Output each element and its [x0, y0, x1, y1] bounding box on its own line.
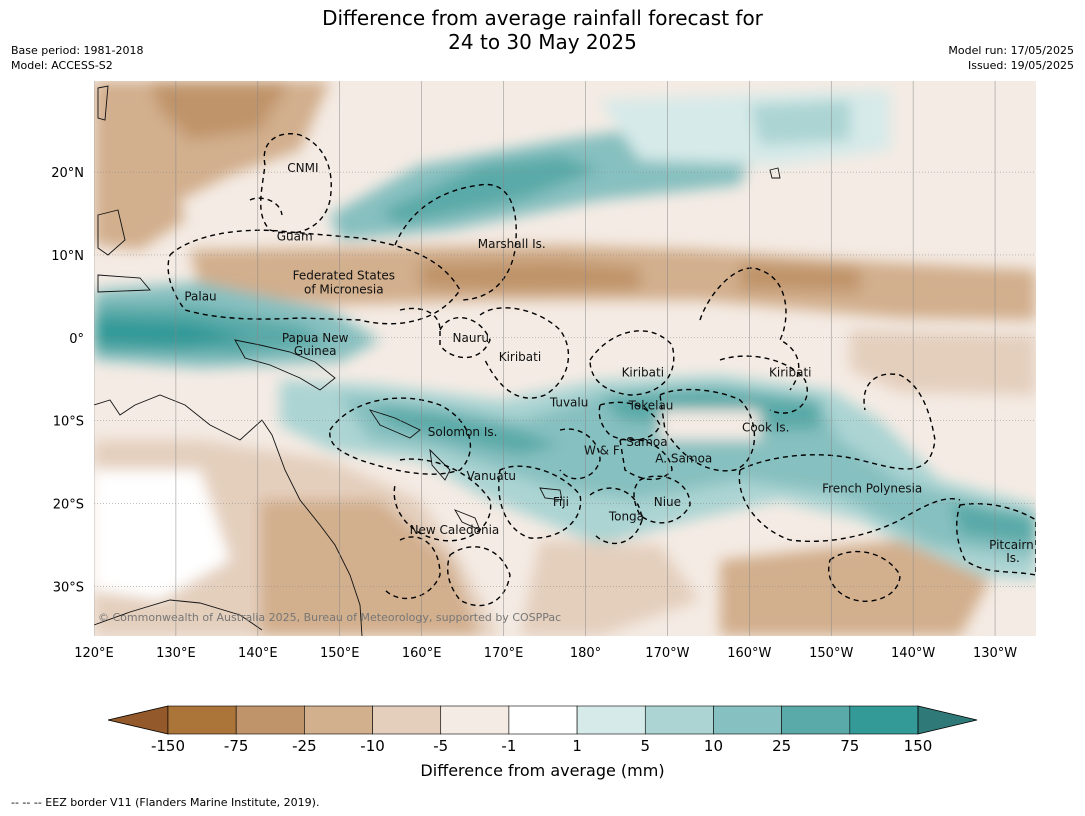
- graticule: [94, 81, 1036, 636]
- lon-tick-label: 130°W: [973, 646, 1017, 661]
- colorbar-bin: [167, 705, 237, 735]
- colorbar: -150 -75 -25 -10 -5 -1 1 5 10 25 75 150: [107, 705, 978, 755]
- region-label: French Polynesia: [822, 482, 922, 496]
- colorbar-tick-label: 25: [772, 737, 791, 755]
- region-label: Palau: [184, 289, 216, 303]
- region-label: Tonga: [608, 510, 644, 524]
- lon-tick-label: 150°W: [809, 646, 853, 661]
- lat-tick-label: 10°S: [53, 415, 84, 430]
- colorbar-bin: [440, 705, 510, 735]
- colorbar-bin: [372, 705, 442, 735]
- map-title-line-2: 24 to 30 May 2025: [448, 30, 637, 54]
- region-label: Kiribati: [769, 366, 811, 380]
- colorbar-tick-label: -1: [501, 737, 516, 755]
- region-label: W & F: [584, 443, 620, 457]
- region-label: Vanuatu: [467, 469, 517, 483]
- eez-borders: [167, 133, 1036, 607]
- region-label: Cook Is.: [742, 420, 789, 434]
- region-label: Samoa: [626, 435, 667, 449]
- region-label: Papua New: [282, 331, 349, 345]
- region-label: CNMI: [287, 161, 318, 175]
- lat-tick-label: 0°: [69, 332, 84, 347]
- colorbar-tick-label: 1: [572, 737, 582, 755]
- issued-text: Issued: 19/05/2025: [967, 59, 1074, 72]
- region-label: Is.: [1006, 551, 1020, 565]
- lat-tick-label: 30°S: [53, 580, 84, 595]
- map-title: Difference from average rainfall forecas…: [0, 6, 1085, 54]
- region-label: Kiribati: [622, 366, 664, 380]
- colorbar-bin: [235, 705, 305, 735]
- model-run-text: Model run: 17/05/2025: [948, 44, 1074, 57]
- meta-info-left: Base period: 1981-2018 Model: ACCESS-S2: [11, 43, 143, 73]
- copyright-text: © Commonwealth of Australia 2025, Bureau…: [98, 611, 561, 624]
- map-title-line-1: Difference from average rainfall forecas…: [322, 6, 763, 30]
- region-label: of Micronesia: [304, 283, 384, 297]
- colorbar-tick-label: -10: [360, 737, 385, 755]
- colorbar-bin: [576, 705, 646, 735]
- region-label: New Caledonia: [410, 523, 500, 537]
- colorbar-bin: [713, 705, 782, 735]
- base-period-text: Base period: 1981-2018: [11, 44, 144, 57]
- lon-tick-label: 130°E: [156, 646, 196, 661]
- model-text: Model: ACCESS-S2: [11, 59, 113, 72]
- region-label: Guinea: [294, 344, 337, 358]
- colorbar-tick-label: -5: [433, 737, 448, 755]
- colorbar-extend-low: [107, 705, 169, 735]
- region-label: Nauru: [453, 331, 489, 345]
- axis-labels: 120°E 130°E 140°E 150°E 160°E 170°E 180° 170°W 1…: [51, 166, 1017, 661]
- coastlines: [94, 85, 781, 636]
- lon-tick-label: 160°W: [727, 646, 771, 661]
- region-label: Kiribati: [499, 350, 541, 364]
- lon-tick-label: 140°W: [891, 646, 935, 661]
- colorbar-tick-label: 150: [904, 737, 933, 755]
- region-label: Tokelau: [628, 399, 674, 413]
- colorbar-bin: [508, 705, 578, 735]
- colorbar-bin: [781, 705, 851, 735]
- colorbar-tick-label: 5: [640, 737, 650, 755]
- colorbar-bin: [849, 705, 919, 735]
- lon-tick-label: 140°E: [238, 646, 278, 661]
- colorbar-caption: Difference from average (mm): [420, 761, 665, 780]
- lon-tick-label: 180°: [570, 646, 601, 661]
- colorbar-tick-label: -75: [224, 737, 249, 755]
- lon-tick-label: 160°E: [402, 646, 442, 661]
- region-label: Marshall Is.: [478, 237, 546, 251]
- colorbar-tick-label: -150: [151, 737, 185, 755]
- lon-tick-label: 150°E: [320, 646, 360, 661]
- region-label: Fiji: [553, 495, 569, 509]
- eez-footnote: -- -- -- EEZ border V11 (Flanders Marine…: [11, 796, 320, 809]
- lon-tick-label: 170°E: [484, 646, 524, 661]
- region-label: Federated States: [293, 269, 395, 283]
- colorbar-bin: [644, 705, 714, 735]
- region-label: Niue: [654, 495, 681, 509]
- region-label: Pitcairn: [989, 538, 1034, 552]
- colorbar-extend-high: [917, 705, 978, 735]
- region-label: Guam: [277, 230, 313, 244]
- lat-tick-label: 20°N: [51, 166, 84, 181]
- meta-info-right: Model run: 17/05/2025 Issued: 19/05/2025: [948, 43, 1074, 73]
- lat-tick-label: 10°N: [51, 249, 84, 264]
- lon-tick-label: 170°W: [645, 646, 689, 661]
- region-label: Tuvalu: [549, 395, 589, 409]
- colorbar-tick-label: 10: [704, 737, 723, 755]
- colorbar-bin: [304, 705, 373, 735]
- region-label: A. Samoa: [655, 452, 712, 466]
- colorbar-tick-label: 75: [840, 737, 859, 755]
- colorbar-tick-label: -25: [292, 737, 317, 755]
- lat-tick-label: 20°S: [53, 497, 84, 512]
- lon-tick-label: 120°E: [74, 646, 114, 661]
- region-label: Solomon Is.: [428, 425, 498, 439]
